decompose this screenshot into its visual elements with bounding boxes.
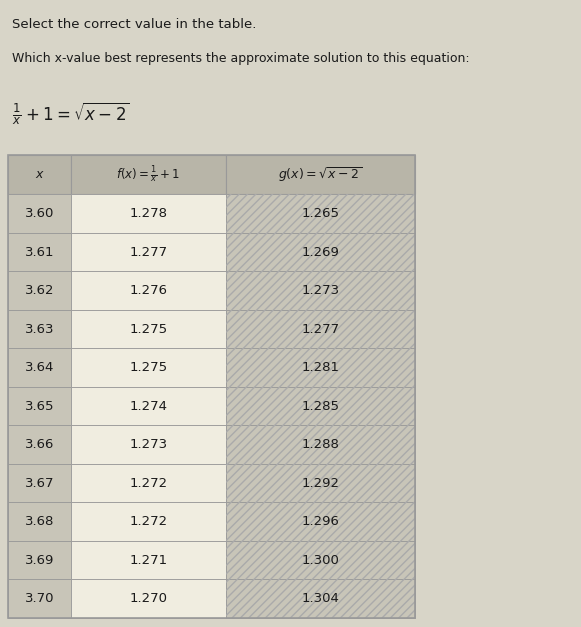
Bar: [226, 387, 415, 426]
Text: $f(x) = \frac{1}{x} + 1$: $f(x) = \frac{1}{x} + 1$: [116, 164, 181, 185]
Bar: [71, 349, 226, 387]
Bar: [8, 194, 71, 233]
Bar: [8, 426, 71, 464]
Text: 1.278: 1.278: [130, 207, 167, 220]
Text: 1.275: 1.275: [130, 361, 167, 374]
Bar: [226, 464, 415, 502]
Bar: [71, 464, 226, 502]
Text: 3.69: 3.69: [25, 554, 54, 567]
Text: 1.272: 1.272: [130, 477, 167, 490]
Bar: [226, 310, 415, 349]
Bar: [226, 464, 415, 502]
Text: 1.269: 1.269: [302, 246, 339, 258]
Text: 1.281: 1.281: [302, 361, 339, 374]
Text: 1.285: 1.285: [302, 399, 339, 413]
Text: 1.276: 1.276: [130, 284, 167, 297]
Bar: [226, 310, 415, 349]
Bar: [8, 271, 71, 310]
Text: 3.66: 3.66: [25, 438, 54, 451]
Bar: [71, 155, 226, 194]
Text: $\frac{1}{x} + 1 = \sqrt{x-2}$: $\frac{1}{x} + 1 = \sqrt{x-2}$: [12, 100, 130, 127]
Text: 3.60: 3.60: [25, 207, 54, 220]
Bar: [71, 194, 226, 233]
Bar: [71, 541, 226, 579]
Text: Select the correct value in the table.: Select the correct value in the table.: [12, 18, 256, 31]
Text: 1.265: 1.265: [302, 207, 339, 220]
Bar: [226, 426, 415, 464]
Text: 3.65: 3.65: [25, 399, 54, 413]
Text: 1.304: 1.304: [302, 593, 339, 605]
Text: 3.67: 3.67: [25, 477, 54, 490]
Bar: [226, 426, 415, 464]
Text: 1.272: 1.272: [130, 515, 167, 528]
Text: 1.300: 1.300: [302, 554, 339, 567]
Bar: [226, 349, 415, 387]
Text: 3.68: 3.68: [25, 515, 54, 528]
Bar: [8, 579, 71, 618]
Bar: [226, 271, 415, 310]
Bar: [71, 426, 226, 464]
Bar: [226, 271, 415, 310]
Text: 1.271: 1.271: [130, 554, 167, 567]
Text: 1.288: 1.288: [302, 438, 339, 451]
Text: $x$: $x$: [35, 168, 45, 181]
Bar: [8, 464, 71, 502]
Text: $g(x) = \sqrt{x - 2}$: $g(x) = \sqrt{x - 2}$: [278, 166, 363, 184]
Bar: [71, 271, 226, 310]
Bar: [226, 579, 415, 618]
Bar: [226, 233, 415, 271]
Text: 1.296: 1.296: [302, 515, 339, 528]
Text: Which x-value best represents the approximate solution to this equation:: Which x-value best represents the approx…: [12, 52, 469, 65]
Text: 1.270: 1.270: [130, 593, 167, 605]
Bar: [71, 579, 226, 618]
Bar: [226, 233, 415, 271]
Bar: [226, 541, 415, 579]
Bar: [226, 579, 415, 618]
Bar: [226, 155, 415, 194]
Text: 1.277: 1.277: [302, 323, 339, 335]
Bar: [8, 155, 415, 618]
Bar: [8, 541, 71, 579]
Bar: [71, 387, 226, 426]
Bar: [226, 502, 415, 541]
Bar: [71, 310, 226, 349]
Text: 3.62: 3.62: [25, 284, 54, 297]
Bar: [226, 349, 415, 387]
Bar: [226, 541, 415, 579]
Text: 3.64: 3.64: [25, 361, 54, 374]
Bar: [226, 502, 415, 541]
Text: 1.274: 1.274: [130, 399, 167, 413]
Text: 3.63: 3.63: [25, 323, 54, 335]
Text: 3.70: 3.70: [25, 593, 54, 605]
Bar: [226, 194, 415, 233]
Text: 1.273: 1.273: [130, 438, 167, 451]
Bar: [71, 233, 226, 271]
Text: 1.292: 1.292: [302, 477, 339, 490]
Bar: [8, 502, 71, 541]
Bar: [71, 502, 226, 541]
Text: 1.277: 1.277: [130, 246, 167, 258]
Bar: [226, 194, 415, 233]
Bar: [8, 310, 71, 349]
Text: 1.275: 1.275: [130, 323, 167, 335]
Bar: [8, 155, 71, 194]
Bar: [8, 387, 71, 426]
Bar: [8, 233, 71, 271]
Bar: [226, 387, 415, 426]
Bar: [8, 349, 71, 387]
Text: 1.273: 1.273: [302, 284, 339, 297]
Text: 3.61: 3.61: [25, 246, 54, 258]
